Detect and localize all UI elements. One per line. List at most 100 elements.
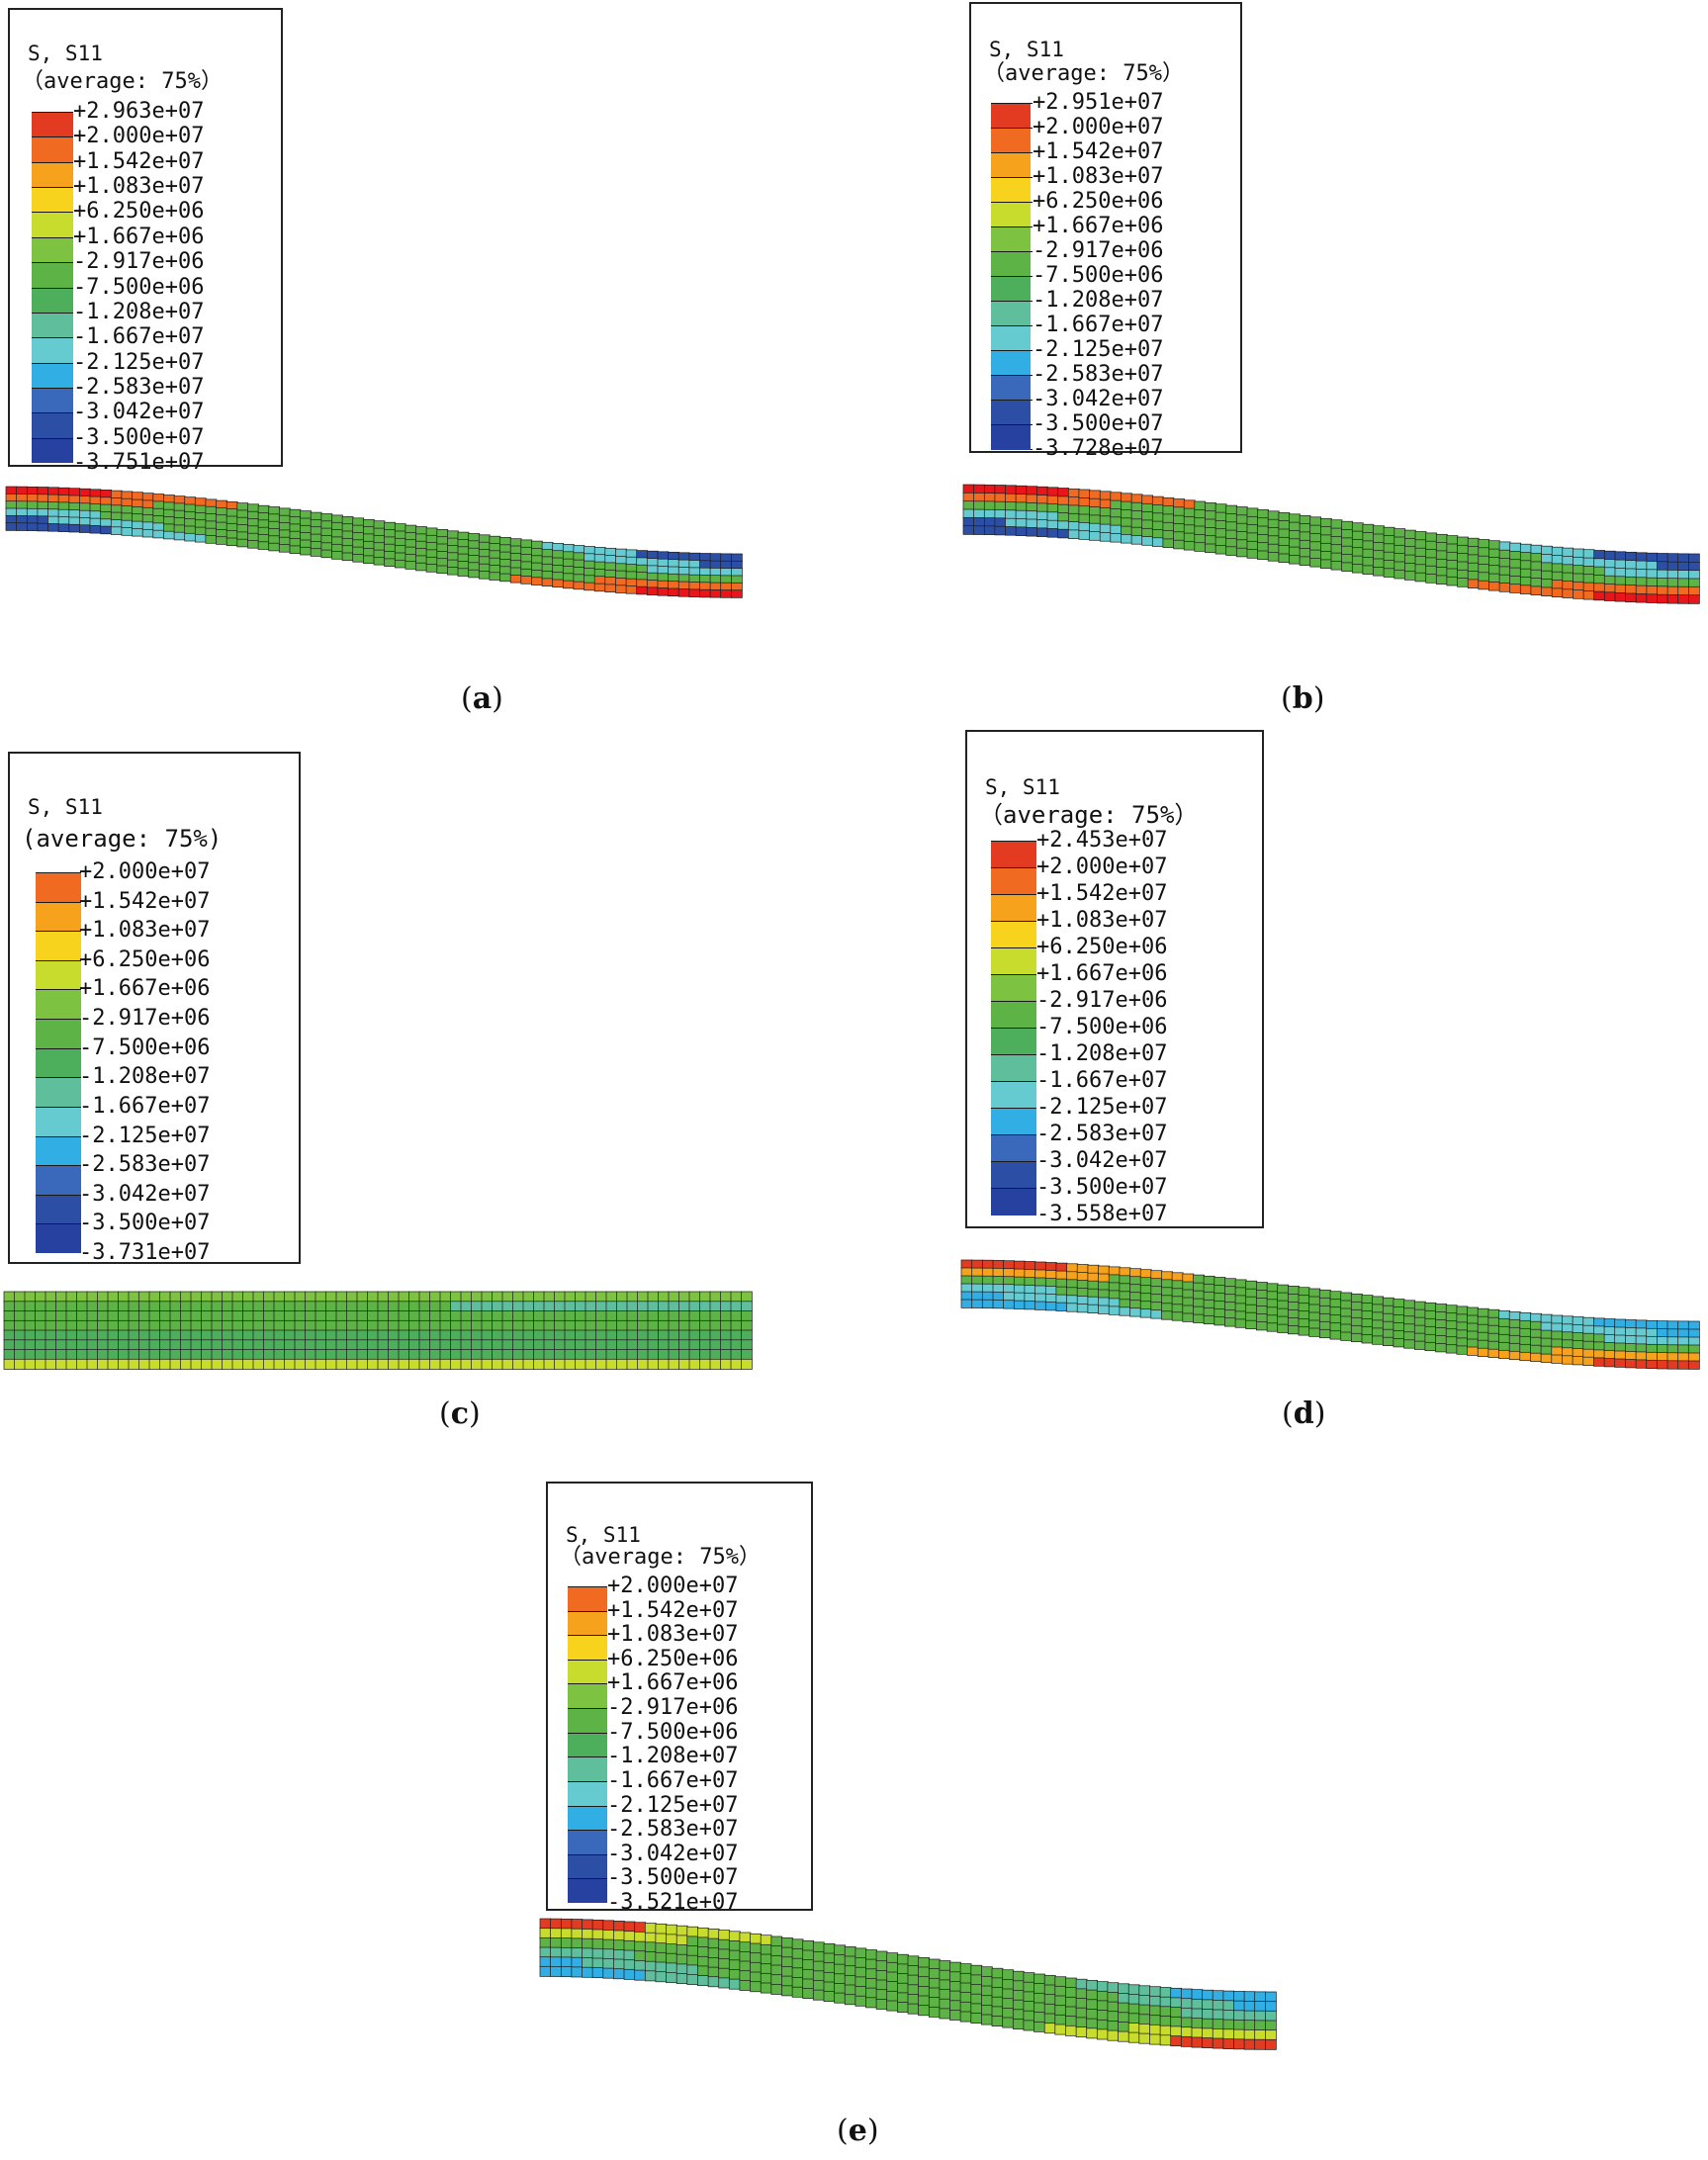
beam-cell bbox=[35, 1358, 46, 1370]
beam-cell bbox=[216, 536, 227, 545]
beam-cell bbox=[388, 1358, 400, 1370]
beam-cell bbox=[595, 1310, 607, 1322]
beam-cell bbox=[1446, 543, 1459, 554]
beam-cell bbox=[76, 1349, 88, 1361]
beam-cell bbox=[1435, 1335, 1448, 1345]
beam-cell bbox=[1530, 1336, 1542, 1346]
beam-cell bbox=[962, 500, 975, 510]
beam-cell bbox=[582, 1929, 593, 1939]
beam-cell bbox=[37, 508, 49, 517]
beam-cell bbox=[315, 1329, 327, 1341]
beam-cell bbox=[201, 1301, 213, 1312]
beam-cell bbox=[1012, 1980, 1025, 1992]
beam-cell bbox=[169, 1329, 182, 1341]
beam-cell bbox=[450, 1319, 462, 1331]
beam-cell bbox=[1076, 1272, 1089, 1282]
beam-cell bbox=[205, 527, 218, 537]
beam-cell bbox=[1351, 564, 1364, 574]
beam-cell bbox=[128, 1310, 140, 1322]
beam-cell bbox=[802, 1968, 815, 1980]
beam-cell bbox=[1110, 516, 1123, 526]
beam-cell bbox=[367, 1310, 379, 1322]
beam-cell bbox=[802, 1988, 815, 2000]
beam-cell bbox=[1159, 2034, 1172, 2046]
beam-cell bbox=[1205, 543, 1216, 554]
beam-cell bbox=[1541, 562, 1553, 572]
beam-cell bbox=[1173, 498, 1185, 508]
beam-cell bbox=[86, 1358, 99, 1370]
beam-cell bbox=[1666, 553, 1679, 563]
beam-cell bbox=[1205, 527, 1216, 537]
beam-cell bbox=[1129, 1284, 1141, 1294]
beam-cell bbox=[637, 1310, 649, 1322]
beam-cell bbox=[720, 560, 733, 570]
beam-cell bbox=[1076, 1264, 1089, 1274]
legend-tick-label: -3.500e+07 bbox=[607, 1865, 739, 1891]
beam-cell bbox=[100, 490, 113, 498]
beam-cell bbox=[320, 549, 333, 559]
beam-cell bbox=[626, 1349, 639, 1361]
legend-tick-label: -1.667e+07 bbox=[79, 1093, 211, 1119]
beam-cell bbox=[560, 1937, 573, 1949]
beam-cell bbox=[1361, 1326, 1374, 1336]
beam-cell bbox=[1191, 2036, 1204, 2048]
caption-letter: a bbox=[472, 681, 493, 716]
beam-cell bbox=[791, 1938, 804, 1950]
beam-cell bbox=[190, 1301, 203, 1312]
beam-cell bbox=[1245, 1304, 1258, 1313]
beam-cell bbox=[584, 1310, 597, 1322]
beam-cell bbox=[707, 1966, 720, 1978]
beam-cell bbox=[1308, 1327, 1321, 1337]
beam-cell bbox=[300, 517, 312, 527]
beam-cell bbox=[1519, 1311, 1532, 1322]
beam-cell bbox=[1467, 1306, 1479, 1316]
beam-cell bbox=[216, 499, 227, 509]
beam-cell bbox=[1023, 2001, 1035, 2013]
beam-cell bbox=[539, 1946, 552, 1958]
beam-cell bbox=[222, 1339, 233, 1351]
beam-cell bbox=[731, 560, 743, 570]
beam-cell bbox=[1150, 1270, 1163, 1280]
beam-cell bbox=[605, 1310, 618, 1322]
beam-cell bbox=[97, 1319, 109, 1331]
beam-cell bbox=[1393, 1338, 1405, 1348]
beam-cell bbox=[605, 1349, 618, 1361]
beam-cell bbox=[731, 568, 743, 577]
beam-cell bbox=[959, 1963, 972, 1975]
beam-cell bbox=[310, 511, 322, 521]
beam-cell bbox=[289, 523, 302, 532]
beam-cell bbox=[739, 1980, 752, 1991]
beam-cell bbox=[637, 1301, 649, 1312]
beam-cell bbox=[688, 574, 701, 584]
beam-cell bbox=[970, 2013, 983, 2024]
beam-cell bbox=[970, 1993, 983, 2005]
caption-b: (b) bbox=[1281, 681, 1325, 716]
beam-cell bbox=[1107, 1992, 1120, 2003]
color-swatch bbox=[991, 152, 1031, 178]
beam-cell bbox=[907, 1984, 920, 1996]
beam-cell bbox=[1677, 594, 1690, 604]
beam-cell bbox=[300, 510, 312, 519]
beam-cell bbox=[121, 497, 134, 507]
beam-cell bbox=[770, 1984, 783, 1995]
beam-cell bbox=[1057, 512, 1070, 522]
beam-cell bbox=[1118, 1983, 1129, 1995]
beam-cell bbox=[554, 1301, 566, 1312]
beam-cell bbox=[1151, 504, 1164, 514]
beam-cell bbox=[646, 558, 659, 567]
beam-cell bbox=[512, 1358, 524, 1370]
beam-cell bbox=[352, 539, 365, 548]
beam-cell bbox=[331, 536, 343, 545]
beam-cell bbox=[865, 1987, 877, 1999]
beam-cell bbox=[897, 2002, 909, 2013]
beam-cell bbox=[1067, 529, 1080, 539]
beam-cell bbox=[647, 1310, 660, 1322]
beam-cell bbox=[37, 500, 49, 510]
beam-cell bbox=[1298, 1287, 1310, 1297]
beam-cell bbox=[1127, 2003, 1140, 2015]
beam-cell bbox=[415, 533, 427, 542]
beam-cell bbox=[928, 1958, 941, 1970]
beam-cell bbox=[509, 567, 522, 577]
beam-cell bbox=[310, 519, 322, 528]
beam-cell bbox=[625, 564, 638, 573]
